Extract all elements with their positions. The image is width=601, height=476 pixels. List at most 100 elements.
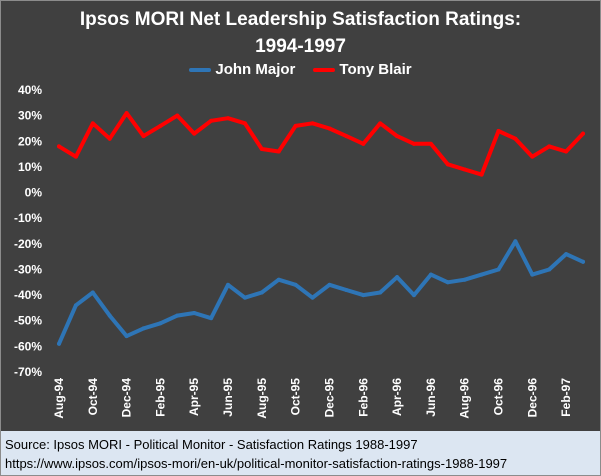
data-point-john-major xyxy=(209,316,214,321)
chart-area: Ipsos MORI Net Leadership Satisfaction R… xyxy=(1,1,600,431)
y-tick-label: -50% xyxy=(14,314,42,328)
data-point-john-major xyxy=(141,326,146,331)
x-tick-label: Dec-95 xyxy=(322,378,336,418)
x-tick-label: Feb-96 xyxy=(356,378,370,417)
plot-area: 40% 30% 20% 10% 0% -10% -20% -30% -40% -50% -60% -7… xyxy=(14,83,585,419)
y-tick-label: -70% xyxy=(14,365,42,379)
source-line: Source: Ipsos MORI - Political Monitor -… xyxy=(5,437,418,452)
x-tick-label: Oct-96 xyxy=(491,378,505,416)
data-point-john-major xyxy=(395,275,400,280)
data-point-tony-blair xyxy=(276,149,281,154)
data-point-john-major xyxy=(226,282,231,287)
data-point-tony-blair xyxy=(124,111,129,116)
data-point-tony-blair xyxy=(479,172,484,177)
data-point-tony-blair xyxy=(158,123,163,128)
data-point-john-major xyxy=(192,311,197,316)
data-point-john-major xyxy=(547,267,552,272)
data-point-tony-blair xyxy=(242,121,247,126)
data-point-tony-blair xyxy=(226,116,231,121)
x-tick-label: Dec-94 xyxy=(120,378,134,418)
data-point-john-major xyxy=(428,272,433,277)
legend-label-tony-blair: Tony Blair xyxy=(339,61,412,78)
x-tick-label: Oct-94 xyxy=(86,378,100,416)
data-point-john-major xyxy=(564,252,569,257)
x-tick-label: Aug-96 xyxy=(458,378,472,419)
data-point-tony-blair xyxy=(428,141,433,146)
series-line-john-major xyxy=(57,239,585,346)
x-tick-label: Jun-96 xyxy=(424,378,438,417)
y-tick-label: 40% xyxy=(18,83,42,97)
data-point-tony-blair xyxy=(513,136,518,141)
data-point-john-major xyxy=(581,259,585,264)
x-tick-label: Aug-95 xyxy=(255,378,269,419)
data-point-tony-blair xyxy=(293,123,298,128)
data-point-john-major xyxy=(445,280,450,285)
data-point-john-major xyxy=(378,290,383,295)
data-point-tony-blair xyxy=(90,121,95,126)
y-tick-label: 30% xyxy=(18,109,42,123)
data-point-john-major xyxy=(411,293,416,298)
y-tick-label: -20% xyxy=(14,237,42,251)
data-point-tony-blair xyxy=(209,118,214,123)
data-point-john-major xyxy=(276,277,281,282)
source-url: https://www.ipsos.com/ipsos-mori/en-uk/p… xyxy=(5,456,508,471)
y-tick-label: -30% xyxy=(14,262,42,276)
data-point-tony-blair xyxy=(395,134,400,139)
data-point-tony-blair xyxy=(107,136,112,141)
data-point-tony-blair xyxy=(344,134,349,139)
data-point-tony-blair xyxy=(564,149,569,154)
data-point-john-major xyxy=(361,293,366,298)
data-point-tony-blair xyxy=(175,113,180,118)
data-point-john-major xyxy=(158,321,163,326)
data-point-john-major xyxy=(175,313,180,318)
data-point-tony-blair xyxy=(547,144,552,149)
legend-item-tony-blair: Tony Blair xyxy=(313,61,412,78)
data-point-john-major xyxy=(327,282,332,287)
data-point-john-major xyxy=(242,295,247,300)
x-tick-label: Dec-96 xyxy=(525,378,539,418)
legend-swatch-tony-blair xyxy=(313,67,336,72)
data-point-john-major xyxy=(259,290,264,295)
x-tick-label: Apr-96 xyxy=(390,378,404,416)
y-tick-label: 10% xyxy=(18,160,42,174)
data-point-tony-blair xyxy=(259,146,264,151)
data-point-tony-blair xyxy=(310,121,315,126)
data-point-john-major xyxy=(496,267,501,272)
chart-title: Ipsos MORI Net Leadership Satisfaction R… xyxy=(79,9,522,30)
data-point-john-major xyxy=(479,272,484,277)
x-tick-label: Jun-95 xyxy=(221,378,235,417)
data-point-tony-blair xyxy=(361,141,366,146)
data-point-john-major xyxy=(107,313,112,318)
data-point-john-major xyxy=(90,290,95,295)
data-point-john-major xyxy=(513,239,518,244)
source-note: Source: Ipsos MORI - Political Monitor -… xyxy=(5,435,507,473)
data-point-john-major xyxy=(57,341,61,346)
y-tick-label: -10% xyxy=(14,211,42,225)
data-point-tony-blair xyxy=(57,144,61,149)
x-tick-label: Oct-95 xyxy=(289,378,303,416)
x-tick-label: Feb-97 xyxy=(559,378,573,417)
data-point-tony-blair xyxy=(141,134,146,139)
data-point-tony-blair xyxy=(462,167,467,172)
data-point-john-major xyxy=(344,287,349,292)
chart-subtitle: 1994-1997 xyxy=(255,36,346,57)
legend-swatch-john-major xyxy=(189,67,212,72)
data-point-john-major xyxy=(293,282,298,287)
legend-item-john-major: John Major xyxy=(189,61,295,78)
x-tick-label: Aug-94 xyxy=(52,378,66,419)
data-point-john-major xyxy=(462,277,467,282)
data-point-tony-blair xyxy=(581,131,585,136)
data-point-tony-blair xyxy=(496,129,501,134)
data-point-tony-blair xyxy=(378,121,383,126)
x-tick-label: Apr-95 xyxy=(187,378,201,416)
legend: John Major Tony Blair xyxy=(1,61,600,78)
legend-label-john-major: John Major xyxy=(215,61,296,78)
data-point-tony-blair xyxy=(192,131,197,136)
y-tick-label: 0% xyxy=(25,186,43,200)
y-tick-label: 20% xyxy=(18,134,42,148)
data-point-john-major xyxy=(310,295,315,300)
data-point-tony-blair xyxy=(327,126,332,131)
data-point-john-major xyxy=(530,272,535,277)
data-point-tony-blair xyxy=(445,162,450,167)
